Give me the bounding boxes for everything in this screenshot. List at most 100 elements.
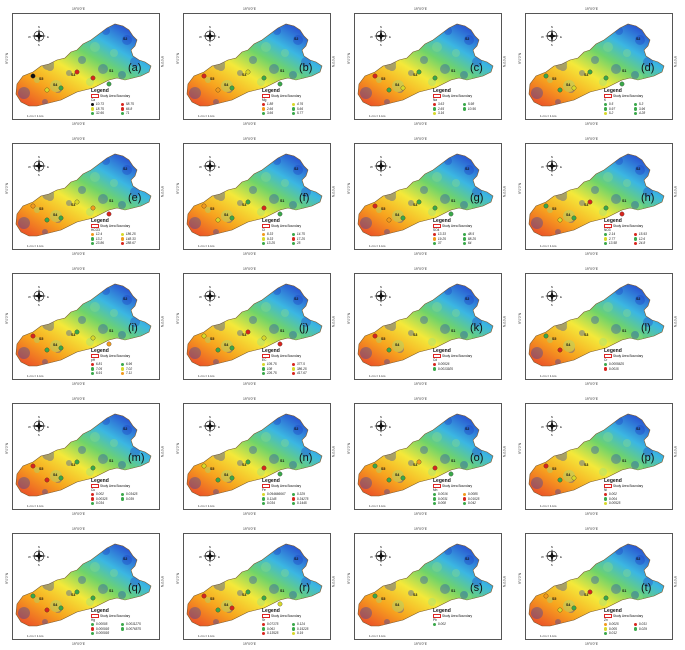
legend-dot (91, 627, 95, 631)
terrain-patch (595, 544, 601, 545)
terrain-patch (583, 294, 591, 302)
terrain-patch (531, 163, 537, 169)
study-area-surface (15, 543, 152, 627)
terrain-patch (456, 274, 466, 283)
sample-point-marker (106, 341, 112, 347)
compass-rose-icon (32, 289, 46, 303)
map-panel: 19°0'0"E 19°0'0"E 9°0'0"N 9°0'0"N S1 S2 S3 S4 S5… (175, 524, 340, 649)
legend-values: 0.002 (433, 622, 501, 636)
legend-value: 48.5 (467, 232, 475, 237)
legend-dot (121, 237, 125, 241)
terrain-patch (50, 546, 56, 552)
compass-letter: E (218, 424, 221, 429)
terrain-patch (384, 99, 390, 105)
terrain-patch (368, 544, 380, 546)
terrain-patch (635, 555, 645, 565)
terrain-patch (221, 546, 227, 552)
legend-value-item: 0.008 (433, 501, 446, 505)
terrain-patch (452, 569, 460, 577)
sample-site-label: S1 (280, 589, 284, 593)
terrain-patch (241, 554, 249, 562)
terrain-patch (90, 172, 100, 182)
legend-values: 10.73 18.75 32.66 58.75 66.8 71 (91, 102, 159, 116)
compass-rose-icon (545, 549, 559, 563)
legend-value: 108 (266, 366, 273, 371)
legend-title: Legend (262, 88, 280, 94)
legend-value: 2.66 (266, 106, 274, 111)
legend-title: Legend (604, 348, 622, 354)
legend-dot (433, 501, 437, 506)
terrain-patch (555, 619, 561, 625)
terrain-patch (118, 71, 126, 79)
sample-site-label: S3 (71, 73, 75, 77)
legend-value: 0.124 (296, 622, 305, 627)
sample-site-label: S1 (622, 199, 626, 203)
compass-letter: W (199, 424, 202, 429)
sample-site-label: S4 (395, 213, 399, 217)
sample-point-marker (386, 87, 392, 93)
compass-letter: E (560, 34, 563, 39)
compass-letter: W (199, 294, 202, 299)
legend-dot (634, 627, 638, 631)
terrain-patch (464, 295, 474, 305)
legend-title: Legend (91, 218, 109, 224)
terrain-patch (591, 186, 599, 194)
legend-value-item: 2.14 (604, 232, 615, 236)
terrain-patch (110, 569, 118, 577)
terrain-patch (305, 414, 317, 423)
sample-point-marker (229, 345, 235, 351)
terrain-patch (122, 295, 132, 305)
sample-point-marker (277, 471, 283, 477)
scale-bar-graphic (540, 509, 564, 510)
terrain-patch (476, 414, 488, 423)
scale-bar-graphic (369, 119, 393, 120)
legend-value: 5.3 (638, 102, 644, 107)
sample-site-label: S5 (39, 207, 43, 211)
legend-title: Legend (91, 348, 109, 354)
terrain-patch (432, 302, 442, 312)
terrain-patch (142, 563, 151, 575)
terrain-patch (305, 24, 317, 33)
terrain-patch (253, 154, 263, 160)
legend-value-item: 0.029 (634, 627, 647, 631)
legend-value-item: 6.91 (91, 371, 102, 375)
sample-site-label: S5 (381, 467, 385, 471)
terrain-patch (452, 179, 460, 187)
sample-site-label: S3 (71, 593, 75, 597)
legend-dot (433, 622, 437, 627)
legend-dot (604, 367, 608, 371)
legend-value-item: 37 (433, 241, 441, 245)
terrain-patch (293, 35, 303, 45)
terrain-patch (547, 77, 553, 83)
terrain-patch (74, 92, 80, 98)
legend-parameter: Sr (262, 618, 266, 623)
terrain-patch (249, 316, 257, 324)
sample-site-label: S1 (451, 69, 455, 73)
sample-site-label: S3 (413, 463, 417, 467)
terrain-patch (529, 158, 537, 168)
legend-value: 0.000093 (95, 631, 110, 636)
boundary-swatch (604, 354, 612, 359)
terrain-patch (368, 414, 380, 416)
compass-letter: N (379, 285, 382, 289)
sample-site-label: S4 (53, 83, 57, 87)
sample-point-marker (44, 347, 50, 353)
study-area-surface (186, 283, 323, 367)
terrain-patch (130, 57, 140, 67)
boundary-label: Study Area Boundary (442, 484, 473, 489)
legend-boundary-row: Study Area Boundary (433, 94, 501, 99)
terrain-patch (526, 144, 529, 147)
terrain-patch (355, 404, 358, 407)
legend-value-item: 12.4 (91, 232, 102, 236)
terrain-patch (301, 447, 311, 457)
terrain-patch (400, 438, 406, 444)
sample-site-label: S4 (566, 213, 570, 217)
terrain-patch (229, 48, 235, 54)
scale-text: 1 cm = 1 km (198, 244, 215, 248)
compass-letter: W (28, 294, 31, 299)
terrain-patch (70, 34, 78, 42)
terrain-patch (575, 274, 583, 280)
legend-parameter: pH (91, 358, 96, 363)
panel-label: (t) (641, 582, 652, 594)
